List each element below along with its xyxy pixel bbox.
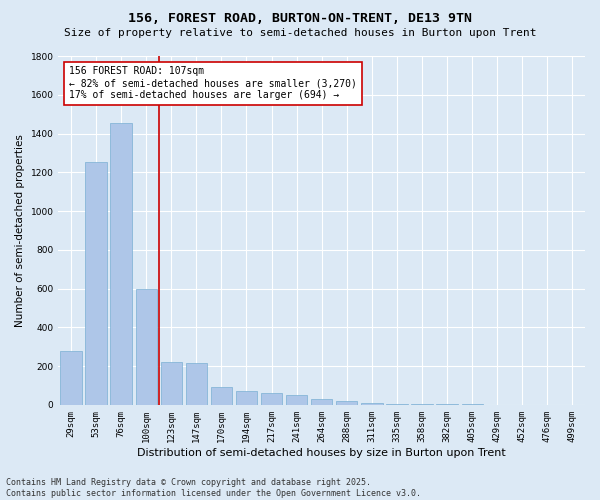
Text: 156 FOREST ROAD: 107sqm
← 82% of semi-detached houses are smaller (3,270)
17% of: 156 FOREST ROAD: 107sqm ← 82% of semi-de… (69, 66, 357, 100)
Text: Contains HM Land Registry data © Crown copyright and database right 2025.
Contai: Contains HM Land Registry data © Crown c… (6, 478, 421, 498)
Bar (211, 388, 232, 405)
Bar (311, 400, 332, 405)
Bar (236, 392, 257, 405)
Text: 156, FOREST ROAD, BURTON-ON-TRENT, DE13 9TN: 156, FOREST ROAD, BURTON-ON-TRENT, DE13 … (128, 12, 472, 26)
X-axis label: Distribution of semi-detached houses by size in Burton upon Trent: Distribution of semi-detached houses by … (137, 448, 506, 458)
Bar (185, 363, 207, 405)
Bar (261, 392, 282, 405)
Y-axis label: Number of semi-detached properties: Number of semi-detached properties (15, 134, 25, 327)
Bar (60, 350, 82, 405)
Bar (386, 404, 407, 405)
Bar (361, 402, 383, 405)
Text: Size of property relative to semi-detached houses in Burton upon Trent: Size of property relative to semi-detach… (64, 28, 536, 38)
Bar (110, 123, 132, 405)
Bar (85, 162, 107, 405)
Bar (412, 404, 433, 405)
Bar (336, 402, 358, 405)
Bar (286, 395, 307, 405)
Bar (161, 362, 182, 405)
Bar (136, 288, 157, 405)
